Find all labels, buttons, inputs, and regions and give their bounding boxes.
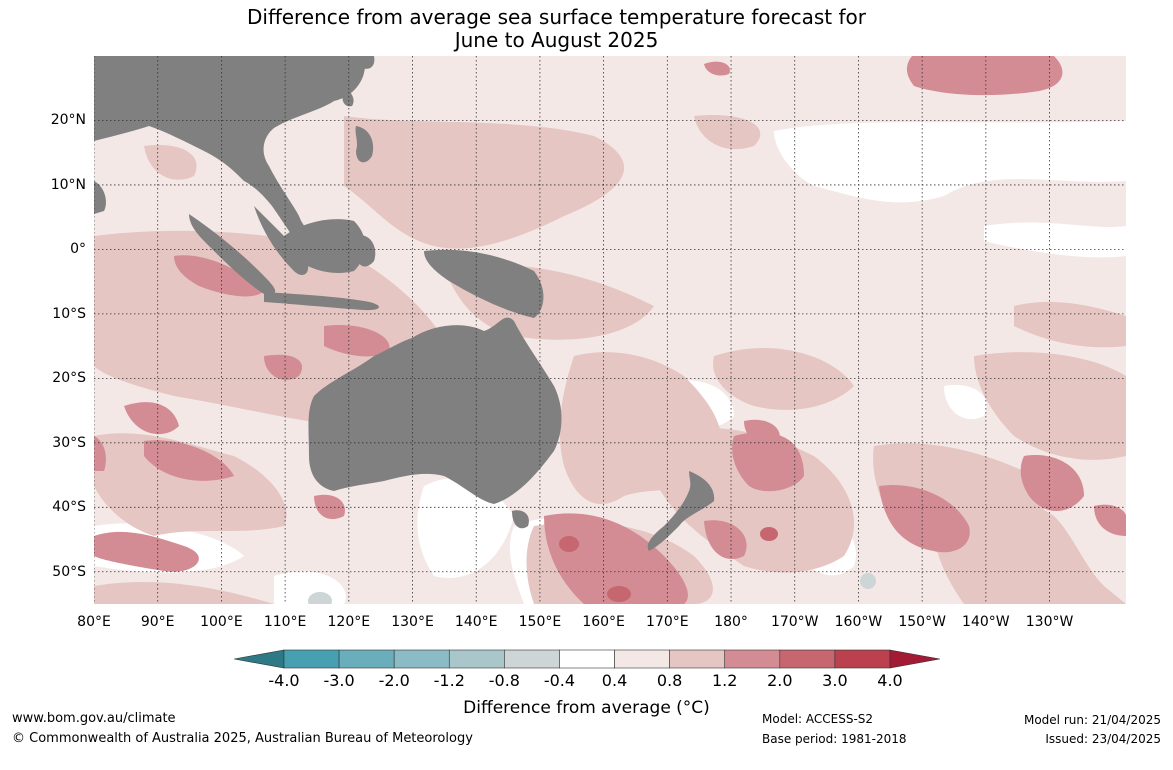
website-link[interactable]: www.bom.gov.au/climate (12, 711, 176, 726)
colorbar-tick: 0.8 (656, 671, 683, 690)
colorbar-bin (504, 649, 560, 669)
lon-label-150w: 150°W (898, 614, 946, 630)
lat-label-40s: 40°S (52, 499, 86, 516)
colorbar-tick: -0.8 (488, 671, 520, 690)
lon-label-140e: 140°E (454, 614, 498, 630)
colorbar-extend-low (234, 649, 285, 669)
sst-anomaly-map (94, 56, 1126, 604)
lon-label-150e: 150°E (518, 614, 562, 630)
asia-mainland (94, 56, 366, 257)
colorbar-tick: 3.0 (822, 671, 848, 690)
sulawesi (354, 235, 376, 267)
lon-label-120e: 120°E (327, 614, 371, 630)
lon-label-130e: 130°E (391, 614, 434, 630)
colorbar-tick: -2.0 (378, 671, 410, 690)
new-guinea (424, 249, 544, 318)
colorbar-bin (614, 649, 670, 669)
malay-peninsula (254, 206, 309, 276)
lon-label-170e: 170°E (646, 614, 689, 630)
anomaly-slight-cool (308, 573, 876, 604)
india-coast (94, 181, 106, 214)
map-gridlines (94, 56, 1126, 604)
issued-date: Issued: 23/04/2025 (1045, 732, 1161, 746)
lat-label-0: 0° (70, 241, 86, 258)
anomaly-strong-warm (94, 56, 1126, 604)
colorbar-bin (724, 649, 781, 669)
lon-label-80e: 80°E (77, 614, 111, 630)
colorbar-tick: -3.0 (323, 671, 355, 690)
sumatra (189, 214, 276, 295)
lon-label-130w: 130°W (1025, 614, 1074, 630)
philippines (355, 126, 374, 163)
colorbar-tick: 1.2 (711, 671, 738, 690)
lon-label-140w: 140°W (962, 614, 1010, 630)
colorbar-bin (393, 649, 450, 669)
lon-label-180: 180° (714, 614, 748, 630)
colorbar-extend-high (889, 649, 940, 669)
java (264, 292, 379, 311)
tasmania (512, 510, 529, 529)
colorbar (234, 649, 940, 669)
lon-label-170w: 170°W (770, 614, 819, 630)
colorbar-bin (669, 649, 726, 669)
lat-label-50s: 50°S (52, 563, 86, 580)
colorbar-title: Difference from average (°C) (463, 698, 710, 718)
colorbar-bin (283, 649, 340, 669)
colorbar-tick: 2.0 (767, 671, 793, 690)
lat-label-10n: 10°N (50, 176, 86, 193)
title-line-1: Difference from average sea surface temp… (246, 5, 866, 29)
colorbar-bin (448, 649, 505, 669)
japan-korea (344, 56, 375, 69)
lat-label-10s: 10°S (52, 305, 86, 322)
base-period: Base period: 1981-2018 (762, 732, 907, 746)
land-masses (94, 56, 715, 551)
colorbar-bin (834, 649, 891, 669)
lon-label-110e: 110°E (263, 614, 307, 630)
lon-label-160w: 160°W (834, 614, 883, 630)
lat-label-30s: 30°S (52, 434, 86, 451)
model-name: Model: ACCESS-S2 (762, 712, 874, 726)
taiwan (342, 89, 354, 107)
borneo (284, 219, 366, 273)
colorbar-tick: -1.2 (433, 671, 465, 690)
new-zealand (647, 471, 715, 551)
copyright-notice: © Commonwealth of Australia 2025, Austra… (12, 731, 473, 746)
lat-label-20n: 20°N (50, 112, 86, 129)
colorbar-tick: 0.4 (601, 671, 628, 690)
colorbar-bin (559, 649, 615, 669)
anomaly-very-warm (559, 527, 778, 602)
lon-label-160e: 160°E (582, 614, 625, 630)
colorbar-bin (779, 649, 836, 669)
map-canvas (94, 56, 1126, 604)
colorbar-bin (338, 649, 395, 669)
title-line-2: June to August 2025 (454, 28, 659, 52)
australia (308, 317, 562, 504)
map-title: Difference from average sea surface temp… (0, 6, 1173, 52)
colorbar-tick: -4.0 (268, 671, 300, 690)
colorbar-tick: -0.4 (543, 671, 576, 690)
lat-label-20s: 20°S (52, 370, 86, 387)
colorbar-tick: 4.0 (877, 671, 903, 690)
lon-label-90e: 90°E (140, 614, 175, 630)
model-run-date: Model run: 21/04/2025 (1023, 713, 1161, 727)
lon-label-100e: 100°E (200, 614, 243, 630)
